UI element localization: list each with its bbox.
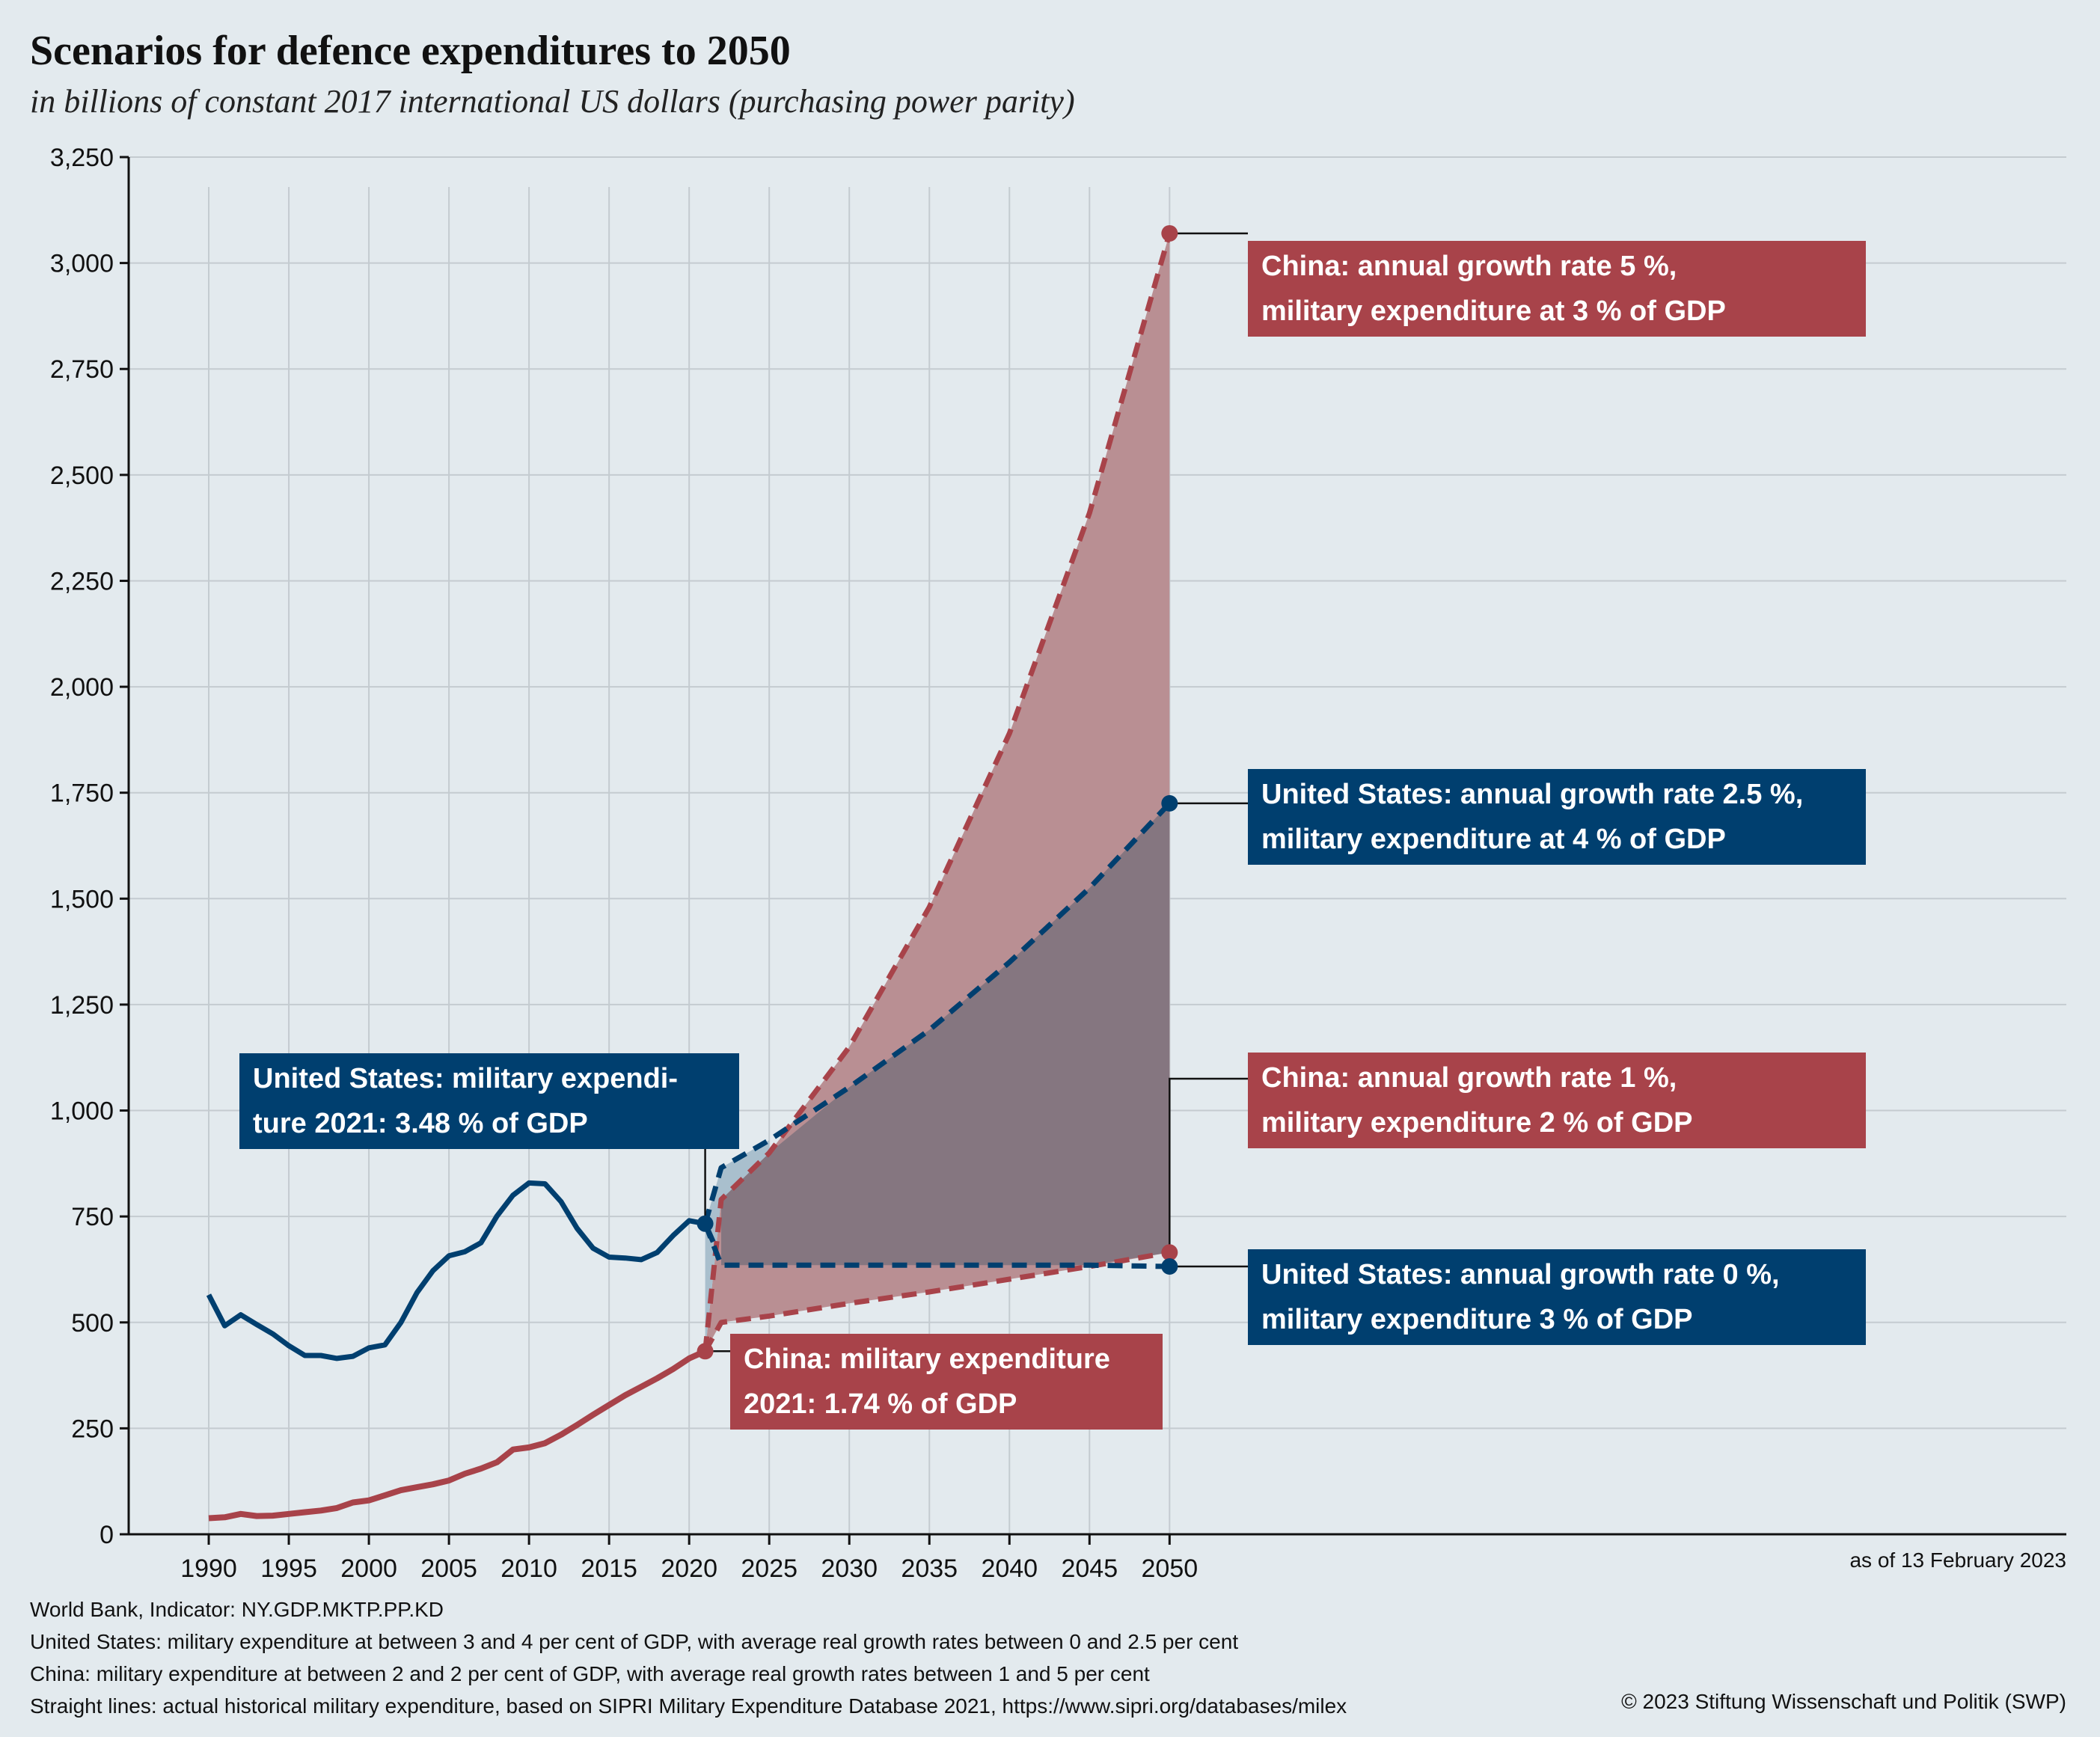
us-historical-line (206, 1180, 716, 1361)
annotation-us-low-line2: military expenditure 3 % of GDP (1261, 1304, 1693, 1335)
us-low-scenario-line (702, 1222, 1170, 1269)
footer-line: China: military expenditure at between 2… (30, 1662, 1150, 1685)
annotation-us-2021: United States: military expendi- ture 20… (239, 1053, 739, 1149)
x-tick-label: 2030 (821, 1554, 878, 1583)
annotation-us-high-line1: United States: annual growth rate 2.5 %, (1261, 779, 1804, 810)
data-point-marker (697, 1215, 714, 1232)
x-tick-label: 2010 (500, 1554, 557, 1583)
annotation-us-low-line1: United States: annual growth rate 0 %, (1261, 1259, 1780, 1290)
y-tick-label: 750 (71, 1203, 114, 1231)
line-layer (206, 233, 1172, 1522)
connector-china-low (1169, 1077, 1248, 1253)
footer-line: Straight lines: actual historical milita… (30, 1694, 1347, 1718)
annotation-china-2021-line1: China: military expenditure (744, 1344, 1110, 1375)
connector-layer (704, 232, 1248, 1352)
x-tick-label: 2050 (1142, 1554, 1199, 1583)
annotation-china-low: China: annual growth rate 1 %, military … (1248, 1053, 1866, 1148)
axis-layer: 0 250 500 750 1,000 1,250 1,500 1,750 2,000 2,250… (50, 144, 2066, 1583)
band-layer (705, 233, 1170, 1352)
y-tick-label: 1,250 (50, 991, 114, 1020)
footer-line: World Bank, Indicator: NY.GDP.MKTP.PP.KD (30, 1598, 444, 1621)
annotation-china-high-line1: China: annual growth rate 5 %, (1261, 251, 1677, 282)
x-tick-label: 2035 (901, 1554, 958, 1583)
x-tick-label: 1995 (260, 1554, 317, 1583)
china-historical-line (208, 1348, 707, 1522)
china-high-scenario-line (702, 233, 1172, 1352)
y-tick-label: 2,000 (50, 673, 114, 702)
annotation-china-high-line2: military expenditure at 3 % of GDP (1261, 295, 1726, 327)
annotation-us-high: United States: annual growth rate 2.5 %,… (1248, 769, 1866, 865)
x-tick-label: 2045 (1061, 1554, 1118, 1583)
data-point-marker (697, 1343, 714, 1360)
as-of-date: as of 13 February 2023 (1849, 1548, 2066, 1572)
y-tick-label: 1,500 (50, 885, 114, 913)
y-tick-label: 500 (71, 1309, 114, 1338)
y-tick-label: 1,750 (50, 779, 114, 808)
y-tick-label: 1,000 (50, 1097, 114, 1126)
footer-notes: World Bank, Indicator: NY.GDP.MKTP.PP.KD… (30, 1593, 1347, 1722)
us-china-overlap-band (721, 803, 1170, 1266)
annotation-us-low: United States: annual growth rate 0 %, m… (1248, 1249, 1866, 1345)
x-tick-label: 2040 (981, 1554, 1038, 1583)
y-tick-label: 3,250 (50, 144, 114, 172)
annotation-china-low-line1: China: annual growth rate 1 %, (1261, 1062, 1677, 1094)
annotation-us-2021-line1: United States: military expendi- (253, 1063, 679, 1094)
x-tick-label: 2005 (420, 1554, 477, 1583)
data-point-marker (1161, 224, 1178, 242)
annotation-us-2021-line2: ture 2021: 3.48 % of GDP (253, 1108, 588, 1139)
x-tick-label: 2020 (661, 1554, 717, 1583)
annotation-china-2021: China: military expenditure 2021: 1.74 %… (730, 1334, 1163, 1430)
annotation-china-2021-line2: 2021: 1.74 % of GDP (744, 1388, 1017, 1420)
copyright: © 2023 Stiftung Wissenschaft und Politik… (1621, 1690, 2066, 1713)
data-point-marker (1161, 1257, 1178, 1275)
footer-line: United States: military expenditure at b… (30, 1630, 1239, 1653)
data-point-marker (1161, 794, 1178, 812)
y-tick-label: 250 (71, 1415, 114, 1443)
us-high-scenario-line (702, 801, 1172, 1225)
y-tick-label: 2,250 (50, 567, 114, 595)
annotation-china-high: China: annual growth rate 5 %, military … (1248, 241, 1866, 337)
china-low-scenario-line (702, 1249, 1170, 1353)
data-point-marker (1161, 1244, 1178, 1261)
x-tick-label: 2015 (581, 1554, 637, 1583)
us-scenario-band (705, 1140, 770, 1352)
x-tick-label: 2025 (741, 1554, 798, 1583)
y-tick-label: 0 (100, 1521, 114, 1549)
chart-subtitle: in billions of constant 2017 internation… (30, 83, 1075, 120)
chart-title: Scenarios for defence expenditures to 20… (30, 28, 791, 74)
annotation-us-high-line2: military expenditure at 4 % of GDP (1261, 824, 1726, 855)
x-tick-label: 1990 (180, 1554, 237, 1583)
x-tick-label: 2000 (340, 1554, 397, 1583)
y-tick-label: 2,500 (50, 462, 114, 490)
marker-layer (697, 224, 1178, 1360)
y-tick-label: 3,000 (50, 250, 114, 278)
annotation-china-low-line2: military expenditure 2 % of GDP (1261, 1107, 1693, 1139)
y-tick-label: 2,750 (50, 355, 114, 384)
